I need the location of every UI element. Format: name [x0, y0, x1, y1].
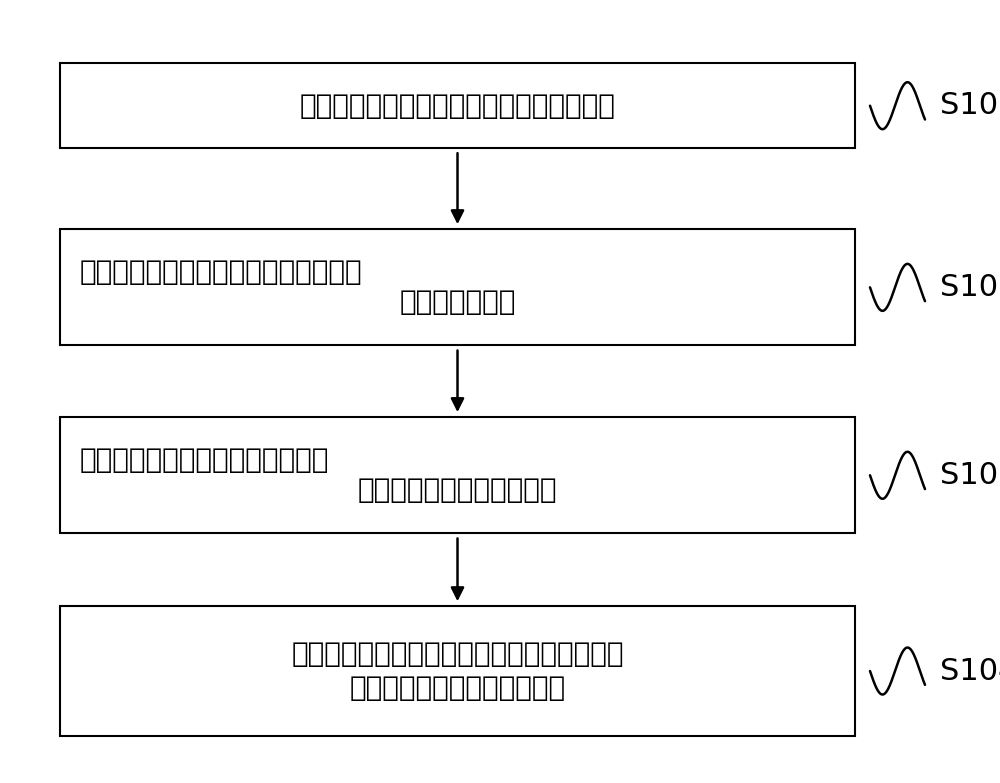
Text: 通过标记点集中的标记点对参考车道线进行校: 通过标记点集中的标记点对参考车道线进行校 [291, 640, 624, 668]
Text: S104: S104 [940, 656, 1000, 686]
FancyBboxPatch shape [60, 606, 855, 736]
Text: 得到车道线对应的标记点集: 得到车道线对应的标记点集 [358, 476, 557, 504]
Text: 获取无人车周围环境对应的目标反射值底图: 获取无人车周围环境对应的目标反射值底图 [300, 92, 615, 120]
Text: 对无人车行驶的道路进行车道线划分，: 对无人车行驶的道路进行车道线划分， [80, 258, 363, 287]
FancyBboxPatch shape [60, 229, 855, 345]
Text: S103: S103 [940, 460, 1000, 490]
Text: 准处理，得到校准后的车道线: 准处理，得到校准后的车道线 [349, 674, 566, 702]
FancyBboxPatch shape [60, 417, 855, 533]
Text: S102: S102 [940, 272, 1000, 302]
Text: 得到参考车道线: 得到参考车道线 [399, 288, 516, 316]
FancyBboxPatch shape [60, 63, 855, 148]
Text: S101: S101 [940, 91, 1000, 121]
Text: 对目标反射值底图进行语义分割，: 对目标反射值底图进行语义分割， [80, 446, 329, 474]
